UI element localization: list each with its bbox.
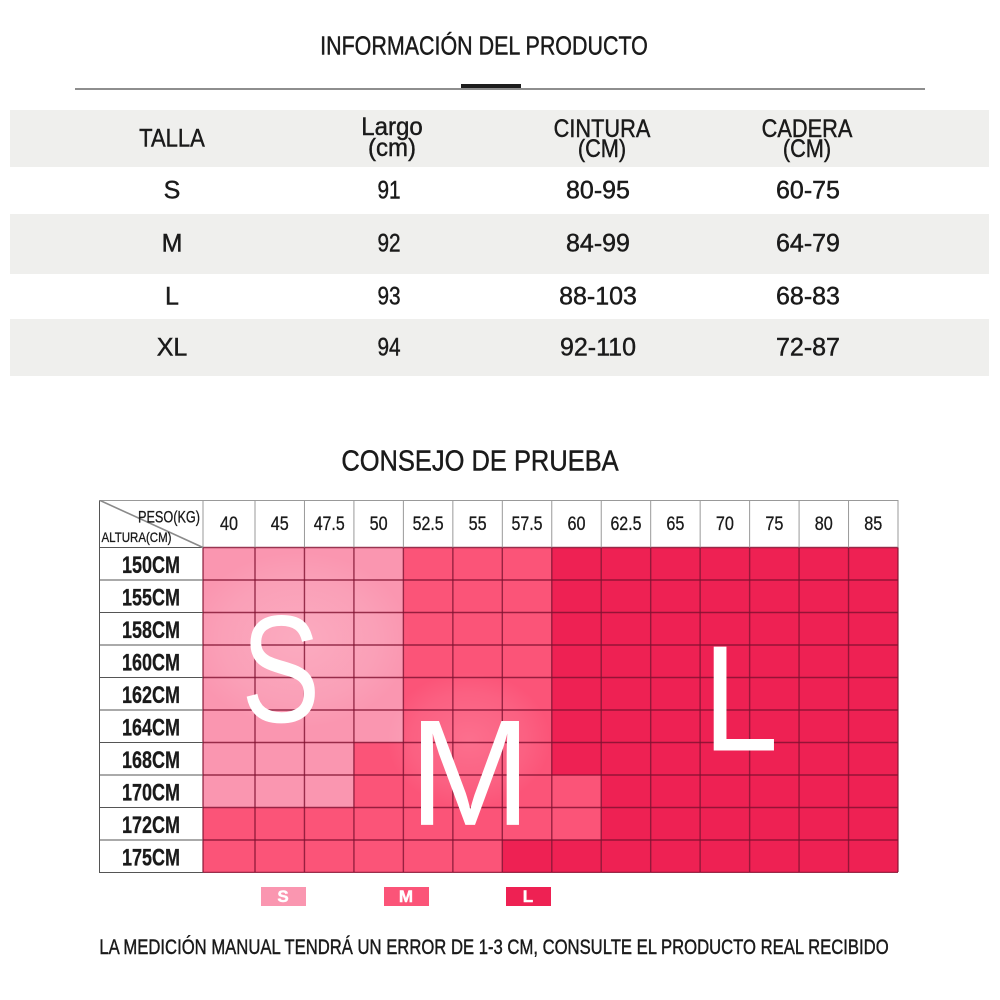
svg-text:L: L <box>703 614 779 783</box>
svg-text:172CM: 172CM <box>122 812 180 839</box>
svg-text:85: 85 <box>864 514 882 535</box>
svg-text:60: 60 <box>568 514 586 535</box>
svg-text:158CM: 158CM <box>122 617 180 644</box>
svg-text:170CM: 170CM <box>122 780 180 807</box>
svg-text:52.5: 52.5 <box>413 514 444 535</box>
svg-text:47.5: 47.5 <box>314 514 345 535</box>
svg-text:M: M <box>409 688 531 857</box>
svg-text:150CM: 150CM <box>122 552 180 579</box>
svg-text:162CM: 162CM <box>122 682 180 709</box>
svg-text:175CM: 175CM <box>122 845 180 872</box>
svg-text:57.5: 57.5 <box>512 514 543 535</box>
svg-text:45: 45 <box>271 514 289 535</box>
svg-text:155CM: 155CM <box>122 585 180 612</box>
svg-text:40: 40 <box>220 514 238 535</box>
svg-text:ALTURA(CM): ALTURA(CM) <box>102 530 172 545</box>
svg-text:PESO(KG): PESO(KG) <box>138 508 200 527</box>
svg-text:62.5: 62.5 <box>610 514 641 535</box>
svg-text:160CM: 160CM <box>122 650 180 677</box>
svg-text:168CM: 168CM <box>122 747 180 774</box>
svg-text:164CM: 164CM <box>122 715 180 742</box>
svg-text:65: 65 <box>666 514 684 535</box>
svg-text:75: 75 <box>765 514 783 535</box>
svg-text:50: 50 <box>370 514 388 535</box>
svg-text:70: 70 <box>716 514 734 535</box>
svg-text:S: S <box>241 584 320 755</box>
svg-text:80: 80 <box>815 514 833 535</box>
svg-text:55: 55 <box>469 514 487 535</box>
